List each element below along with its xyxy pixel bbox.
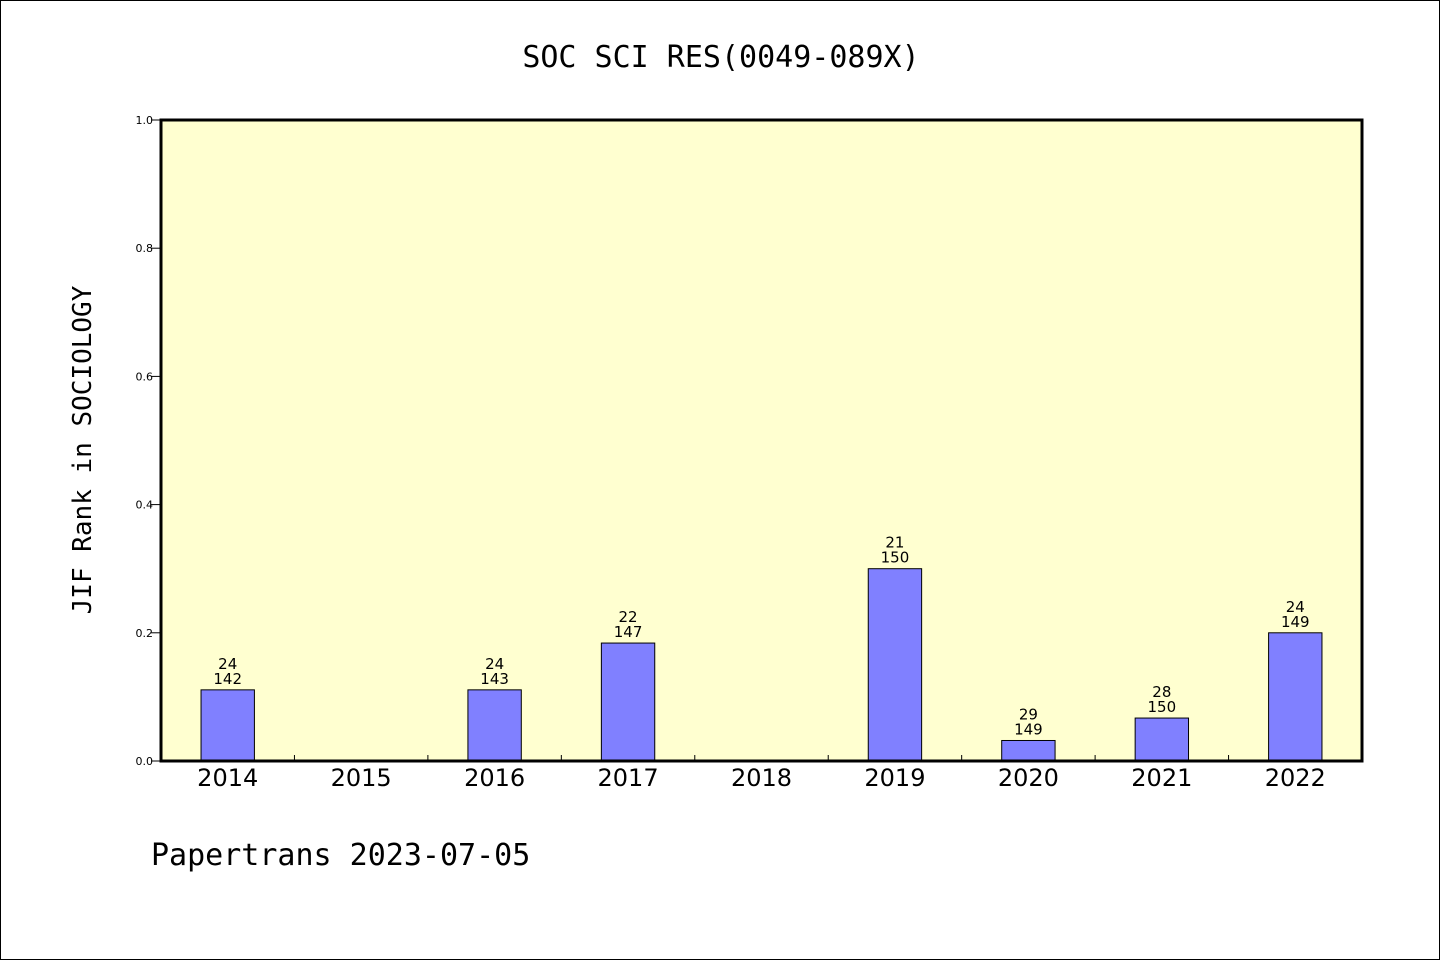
x-axis: 2014 2015 2016 2017 2018 2019 2020 2021 2022 xyxy=(197,755,1326,792)
bar-rank-label: 24 xyxy=(218,655,237,673)
bar-total-label: 150 xyxy=(1148,698,1177,716)
y-tick-label: 1.0 xyxy=(136,114,154,127)
bar-total-label: 149 xyxy=(1281,613,1310,631)
bar-2019 xyxy=(867,568,923,762)
bar-total-label: 143 xyxy=(480,670,509,688)
y-tick-label: 0.0 xyxy=(136,755,154,768)
bar-total-label: 149 xyxy=(1014,720,1043,738)
x-tick-label: 2020 xyxy=(998,764,1059,792)
bar-2021 xyxy=(1134,717,1190,762)
bar-2020 xyxy=(1001,739,1056,762)
x-tick-label: 2022 xyxy=(1265,764,1326,792)
footer-text: Papertrans 2023-07-05 xyxy=(151,838,530,873)
x-tick-label: 2015 xyxy=(331,764,392,792)
y-tick-label: 0.2 xyxy=(136,627,154,640)
bar-rank-label: 24 xyxy=(1286,598,1305,616)
plot-area xyxy=(159,118,1364,763)
bar-2017 xyxy=(600,642,656,762)
bar-rank-label: 29 xyxy=(1019,705,1038,723)
bar-rank-label: 28 xyxy=(1152,683,1171,701)
x-tick-label: 2017 xyxy=(598,764,659,792)
y-tick-label: 0.8 xyxy=(136,242,154,255)
bar-2016 xyxy=(467,689,522,762)
bar-total-label: 147 xyxy=(614,623,643,641)
bar-rank-label: 24 xyxy=(485,655,504,673)
y-tick-label: 0.6 xyxy=(136,370,154,383)
x-tick-label: 2016 xyxy=(464,764,525,792)
x-tick-label: 2014 xyxy=(197,764,258,792)
y-axis-label: JIF Rank in SOCIOLOGY xyxy=(68,285,98,614)
y-axis: 0.0 0.2 0.4 0.6 0.8 1.0 xyxy=(136,114,161,768)
x-tick-label: 2018 xyxy=(731,764,792,792)
x-tick-label: 2021 xyxy=(1131,764,1192,792)
bar-total-label: 150 xyxy=(881,549,910,567)
plot-frame xyxy=(159,118,1364,763)
x-tick-label: 2019 xyxy=(864,764,925,792)
bar-2022 xyxy=(1268,632,1323,762)
bar-rank-label: 22 xyxy=(619,608,638,626)
bar-2014 xyxy=(200,689,255,762)
bar-rank-label: 21 xyxy=(885,534,904,552)
y-tick-label: 0.4 xyxy=(136,499,154,512)
bar-total-label: 142 xyxy=(213,670,242,688)
chart-title: SOC SCI RES(0049-089X) xyxy=(522,40,919,75)
